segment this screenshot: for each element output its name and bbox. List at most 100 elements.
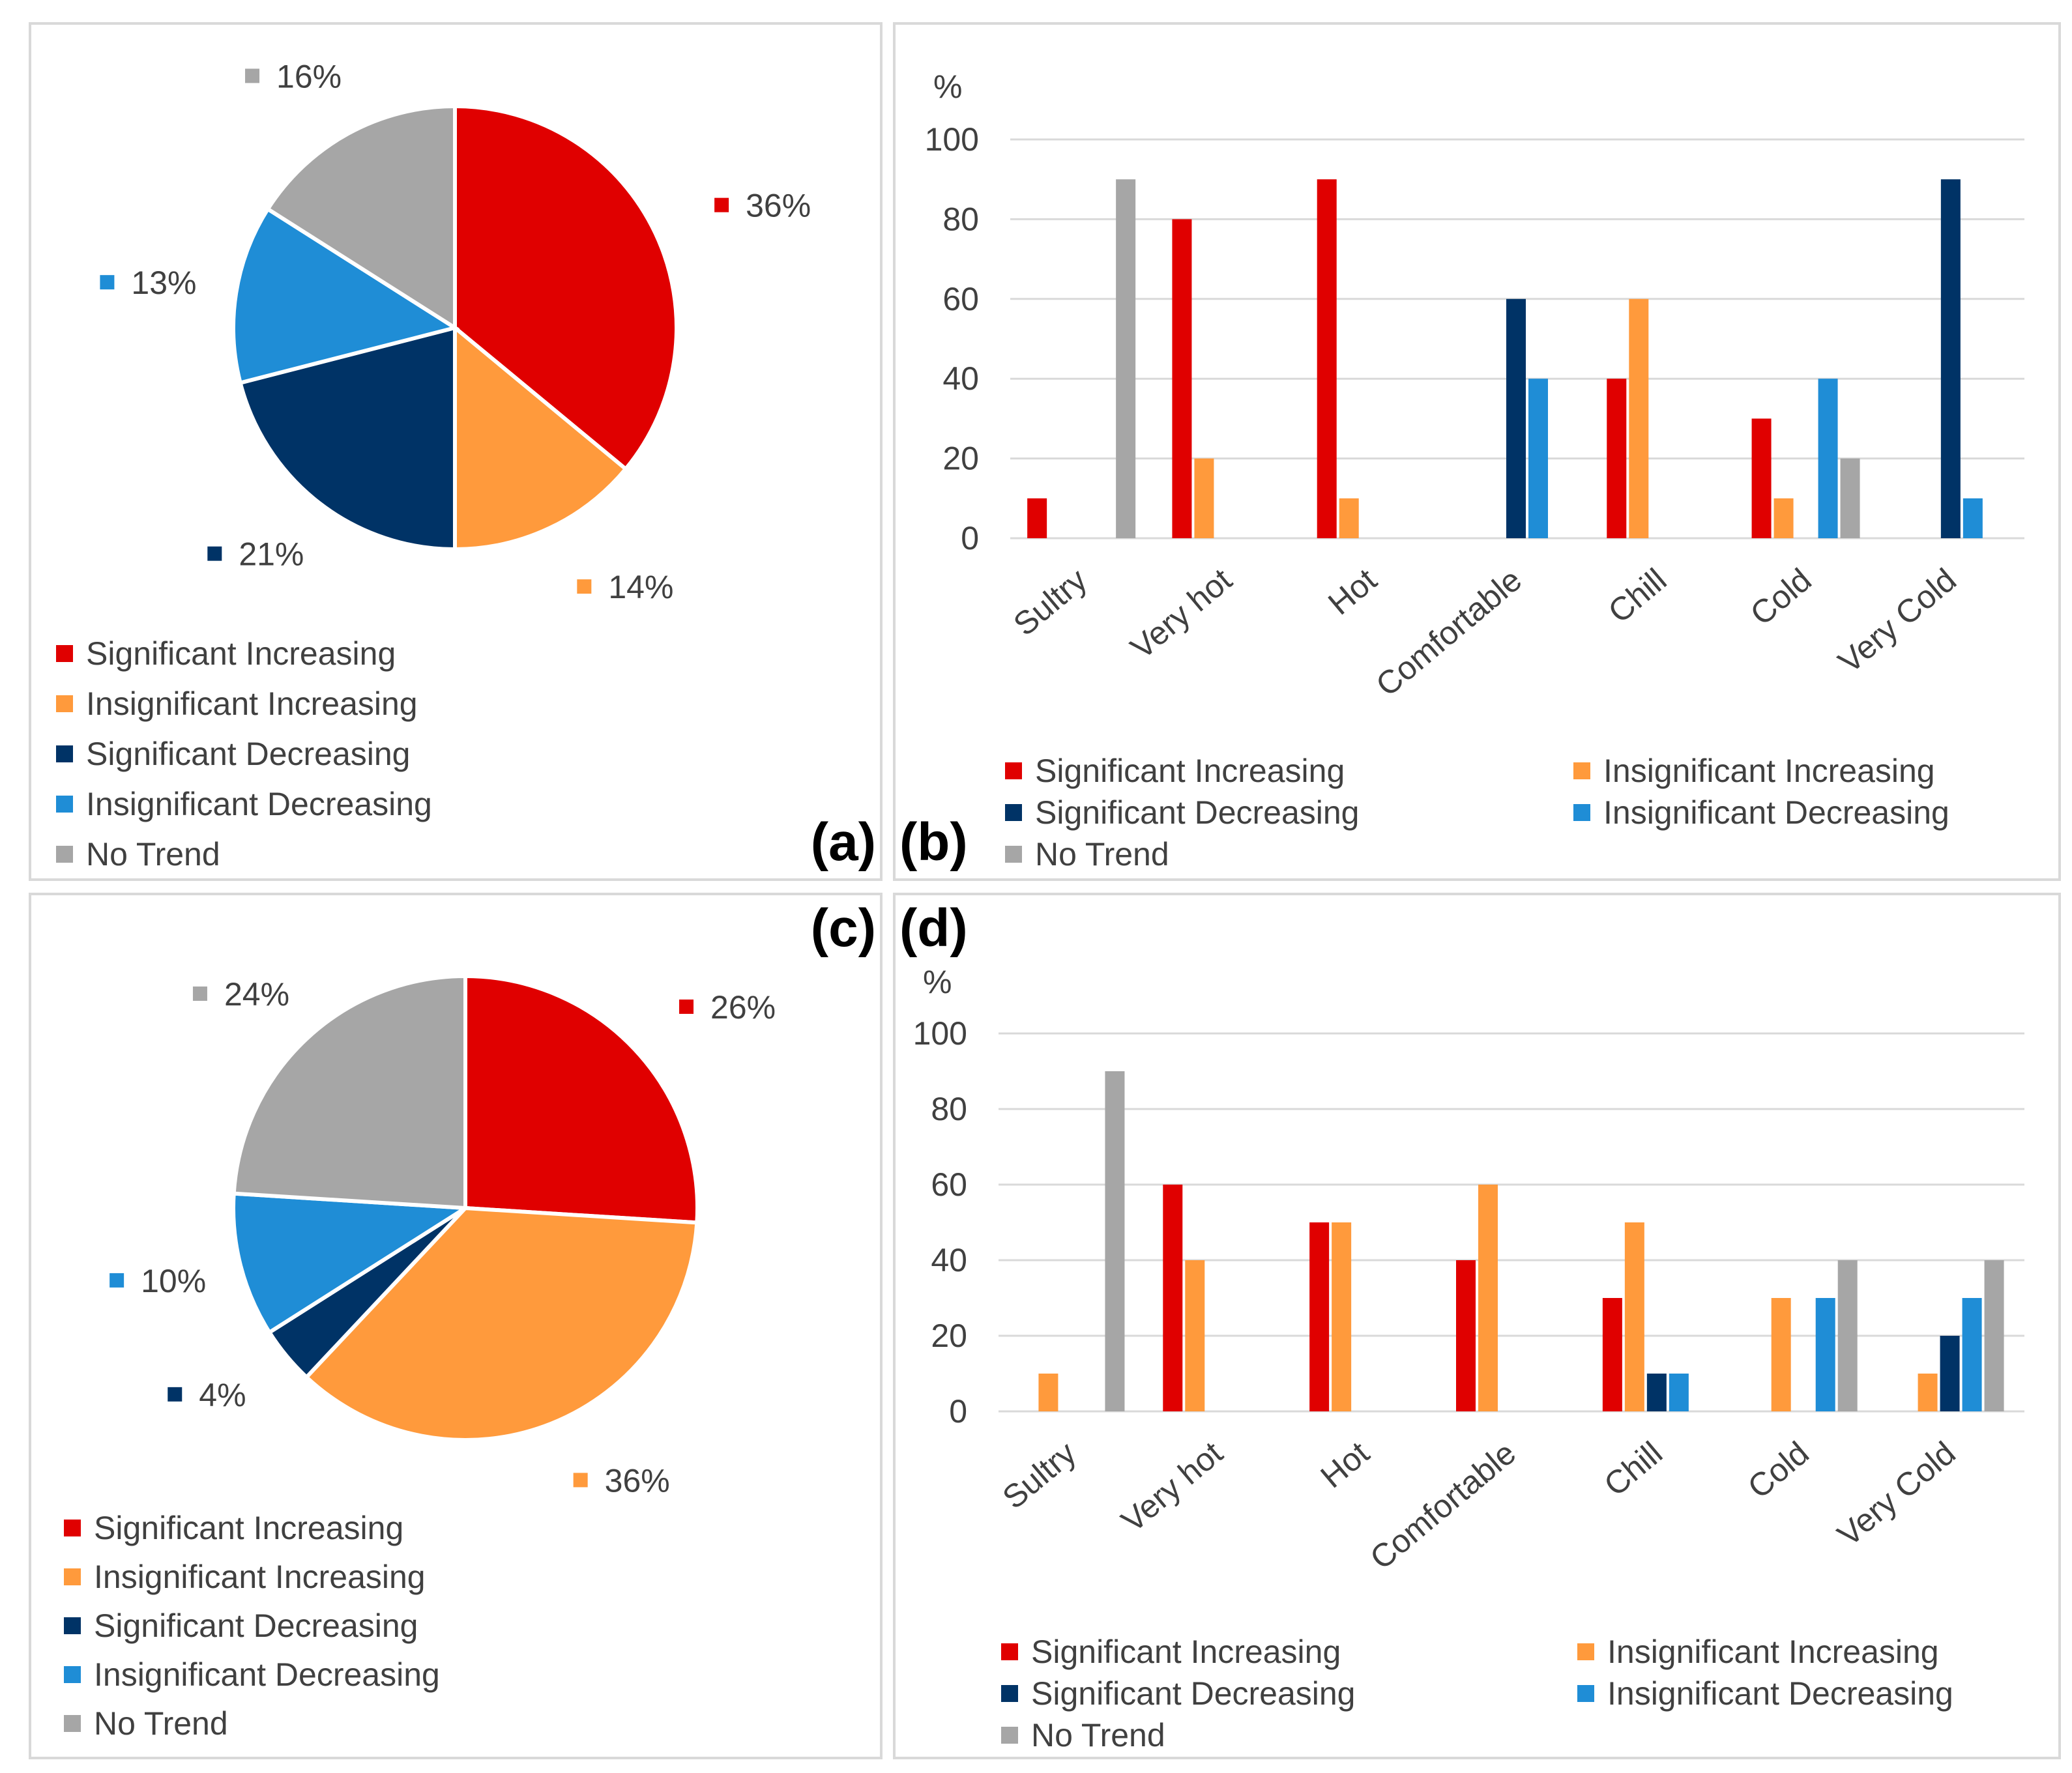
pie-slice-no-trend xyxy=(265,104,457,332)
legend-label: No Trend xyxy=(1035,836,1169,872)
legend-label: Insignificant Increasing xyxy=(86,685,418,722)
legend-item: No Trend xyxy=(1005,838,1169,871)
pie-label-marker xyxy=(109,1273,124,1288)
x-tick-label: Chill xyxy=(1601,562,1673,630)
pie-slice-insignificant-decreasing xyxy=(231,1191,472,1335)
bar-insignificant-increasing-sultry xyxy=(1038,1374,1058,1411)
legend-swatch xyxy=(64,1715,81,1732)
y-tick-label: 60 xyxy=(931,1166,967,1203)
panel-label-c: (c) xyxy=(810,899,876,958)
legend-item: Significant Decreasing xyxy=(64,1609,418,1642)
bar-no-trend-cold xyxy=(1837,1260,1858,1411)
legend-label: Significant Decreasing xyxy=(1031,1675,1356,1712)
bar-significant-decreasing-chill xyxy=(1646,1374,1667,1411)
pie-label-marker xyxy=(168,1387,182,1402)
bar-significant-decreasing-very-cold xyxy=(1940,179,1961,538)
y-tick-label: 20 xyxy=(942,440,979,477)
pie-label-text: 21% xyxy=(239,536,304,573)
pie-slice-significant-increasing xyxy=(453,104,679,472)
pie-label-text: 36% xyxy=(605,1462,670,1499)
pie-data-label: 21% xyxy=(207,536,304,573)
legend-item: Significant Decreasing xyxy=(56,738,411,770)
legend-swatch xyxy=(56,745,73,762)
legend-item: Insignificant Decreasing xyxy=(1573,796,1949,829)
pie-label-text: 36% xyxy=(746,188,811,224)
bar-significant-decreasing-comfortable xyxy=(1506,298,1526,538)
legend-item: Significant Increasing xyxy=(1005,755,1345,787)
pie-label-text: 13% xyxy=(131,265,196,301)
legend-item: Insignificant Decreasing xyxy=(1577,1677,1953,1710)
legend-label: Significant Decreasing xyxy=(1035,794,1360,831)
legend-swatch xyxy=(1005,804,1022,821)
x-tick-label: Chill xyxy=(1597,1435,1669,1503)
legend-swatch xyxy=(1001,1643,1018,1660)
legend-label: Significant Increasing xyxy=(1031,1634,1341,1670)
legend-swatch xyxy=(1001,1685,1018,1702)
bar-significant-increasing-very-hot xyxy=(1163,1185,1183,1411)
legend-item: Significant Decreasing xyxy=(1001,1677,1356,1710)
pie-data-label: 24% xyxy=(192,976,289,1013)
legend-item: Insignificant Increasing xyxy=(1573,755,1935,787)
legend-swatch xyxy=(1005,762,1022,779)
bar-insignificant-increasing-very-hot xyxy=(1185,1260,1205,1411)
legend-item: Insignificant Increasing xyxy=(64,1561,426,1593)
x-tick-label: Comfortable xyxy=(1363,1435,1523,1577)
legend-item: Insignificant Decreasing xyxy=(64,1658,440,1691)
x-tick-label: Very hot xyxy=(1124,561,1239,666)
x-tick-label: Comfortable xyxy=(1369,562,1528,704)
legend-item: Significant Increasing xyxy=(56,637,396,670)
bar-insignificant-decreasing-very-cold xyxy=(1962,1298,1982,1411)
y-axis-label: % xyxy=(923,964,952,1000)
bar-insignificant-decreasing-cold xyxy=(1815,1298,1835,1411)
y-tick-label: 40 xyxy=(942,360,979,397)
y-tick-label: 100 xyxy=(925,121,979,158)
y-tick-label: 80 xyxy=(931,1091,967,1127)
pie-slice-insignificant-increasing xyxy=(304,1205,699,1442)
legend-swatch xyxy=(64,1666,81,1683)
panel-label-b: (b) xyxy=(899,813,968,872)
bar-insignificant-increasing-hot xyxy=(1332,1222,1352,1411)
legend-swatch xyxy=(64,1617,81,1634)
bar-significant-increasing-hot xyxy=(1317,179,1337,538)
pie-data-label: 16% xyxy=(245,58,342,94)
pie-data-label: 36% xyxy=(714,188,811,224)
bar-significant-increasing-very-hot xyxy=(1172,219,1192,538)
pie-chart-c: 26% 36% 4% 10% 24% xyxy=(109,973,776,1499)
panel-a-pie-chart: 36% 14% 21% 13% 16% Significant Increasing I… xyxy=(29,22,883,881)
panel-c-pie-chart: 26% 36% 4% 10% 24% Significant Increasing In… xyxy=(29,893,883,1759)
pie-label-text: 24% xyxy=(224,976,289,1013)
pie-label-text: 4% xyxy=(199,1377,246,1413)
bar-no-trend-cold xyxy=(1840,458,1860,538)
pie-data-label: 4% xyxy=(168,1377,246,1413)
pie-label-marker xyxy=(245,68,260,83)
legend-label: Insignificant Decreasing xyxy=(94,1656,440,1693)
legend-swatch xyxy=(64,1520,81,1536)
legend-item: Significant Increasing xyxy=(64,1512,403,1544)
legend-swatch xyxy=(1001,1727,1018,1744)
pie-chart-a: 36% 14% 21% 13% 16% xyxy=(100,58,811,605)
bar-insignificant-increasing-very-cold xyxy=(1918,1374,1938,1411)
legend-swatch xyxy=(56,695,73,712)
x-tick-label: Sultry xyxy=(996,1435,1083,1516)
legend-item: Significant Decreasing xyxy=(1005,796,1360,829)
panel-label-a: (a) xyxy=(810,813,876,872)
bar-significant-increasing-chill xyxy=(1607,379,1627,538)
pie-label-marker xyxy=(679,999,694,1014)
y-tick-label: 100 xyxy=(913,1015,967,1052)
y-tick-label: 20 xyxy=(931,1318,967,1354)
bar-significant-increasing-cold xyxy=(1751,418,1772,538)
pie-label-marker xyxy=(573,1473,588,1488)
pie-data-label: 26% xyxy=(679,989,776,1026)
legend-swatch xyxy=(1577,1643,1594,1660)
bar-no-trend-sultry xyxy=(1116,179,1136,538)
bar-insignificant-increasing-comfortable xyxy=(1478,1185,1498,1411)
legend-swatch xyxy=(56,796,73,813)
bar-no-trend-sultry xyxy=(1105,1071,1125,1411)
legend-swatch xyxy=(1577,1685,1594,1702)
bar-insignificant-increasing-cold xyxy=(1773,498,1794,538)
legend-item: Insignificant Increasing xyxy=(56,687,418,720)
y-gridlines xyxy=(999,1032,2024,1413)
legend-item: Insignificant Decreasing xyxy=(56,788,432,820)
legend-label: Insignificant Increasing xyxy=(1607,1634,1939,1670)
panel-label-d: (d) xyxy=(899,899,968,958)
